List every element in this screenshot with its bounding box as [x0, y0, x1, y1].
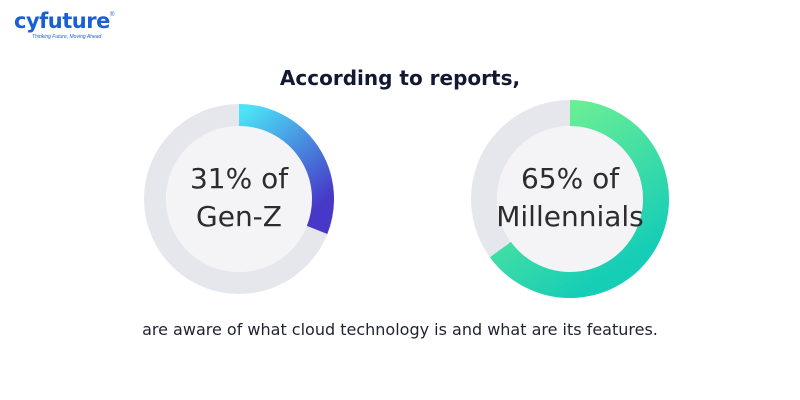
millennials-donut-center [497, 126, 643, 272]
genz-label-line1: 31% of [189, 162, 289, 195]
page-headline: According to reports, [279, 66, 521, 90]
millennials-donut-value-arc [489, 100, 669, 298]
logo-registered-mark: ® [110, 12, 115, 18]
millennials-label-line1: 65% of [520, 162, 620, 195]
caption-text: are aware of what cloud technology is an… [142, 320, 658, 339]
logo-wordmark: cyfuture [14, 9, 110, 33]
genz-donut-value-arc [238, 104, 334, 234]
millennials-label-line2: Millennials [496, 200, 644, 233]
genz-label-line2: Gen-Z [196, 200, 282, 233]
genz-donut-chart: 31% of Gen-Z [144, 94, 334, 304]
millennials-donut-label: 65% of Millennials [470, 160, 670, 236]
millennials-donut-svg [471, 100, 669, 298]
millennials-donut-chart: 65% of Millennials [470, 94, 670, 304]
logo-tagline: Thinking Future, Moving Ahead [32, 34, 102, 40]
cyfuture-logo[interactable]: cyfuture ® Thinking Future, Moving Ahead [14, 10, 124, 44]
genz-donut-center [166, 126, 312, 272]
genz-donut-label: 31% of Gen-Z [144, 160, 334, 236]
genz-donut-svg [144, 104, 334, 294]
